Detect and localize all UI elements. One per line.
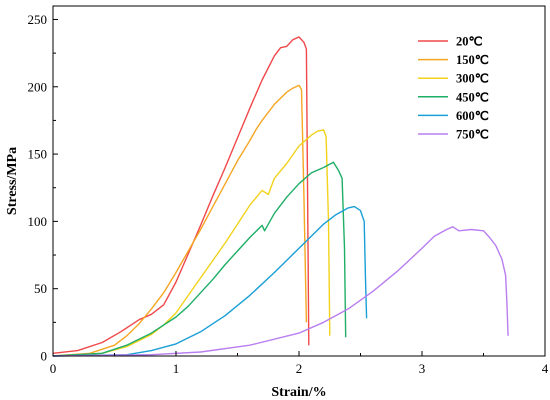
y-tick-label: 150: [28, 147, 48, 162]
y-axis-title: Stress/MPa: [5, 147, 20, 215]
series-line-3: [52, 161, 347, 357]
legend: 20℃ 150℃ 300℃ 450℃ 600℃ 750℃: [418, 35, 489, 142]
series-line-0: [52, 36, 310, 354]
y-tick-label: 100: [28, 214, 48, 229]
legend-label: 750℃: [456, 128, 489, 142]
series-line-4: [52, 205, 368, 357]
x-tick-label: 4: [542, 361, 549, 376]
y-tick-label: 250: [28, 12, 48, 27]
series-line-5: [52, 226, 509, 357]
x-tick-label: 0: [50, 361, 57, 376]
plot-lines: [52, 36, 509, 357]
legend-label: 20℃: [456, 35, 483, 49]
legend-label: 300℃: [456, 72, 489, 86]
legend-label: 600℃: [456, 109, 489, 123]
x-tick-label: 2: [296, 361, 303, 376]
y-tick-label: 200: [28, 79, 48, 94]
legend-label: 450℃: [456, 90, 489, 104]
x-axis-title: Strain/%: [271, 385, 326, 400]
legend-label: 150℃: [456, 53, 489, 67]
y-tick-label: 0: [41, 349, 48, 364]
y-tick-label: 50: [34, 281, 47, 296]
axes: 0 1 2 3 4 0 50 100 150 200 250: [28, 12, 549, 376]
series-line-2: [52, 129, 331, 357]
x-tick-label: 1: [173, 361, 180, 376]
x-tick-label: 3: [419, 361, 426, 376]
series-line-1: [52, 84, 308, 357]
